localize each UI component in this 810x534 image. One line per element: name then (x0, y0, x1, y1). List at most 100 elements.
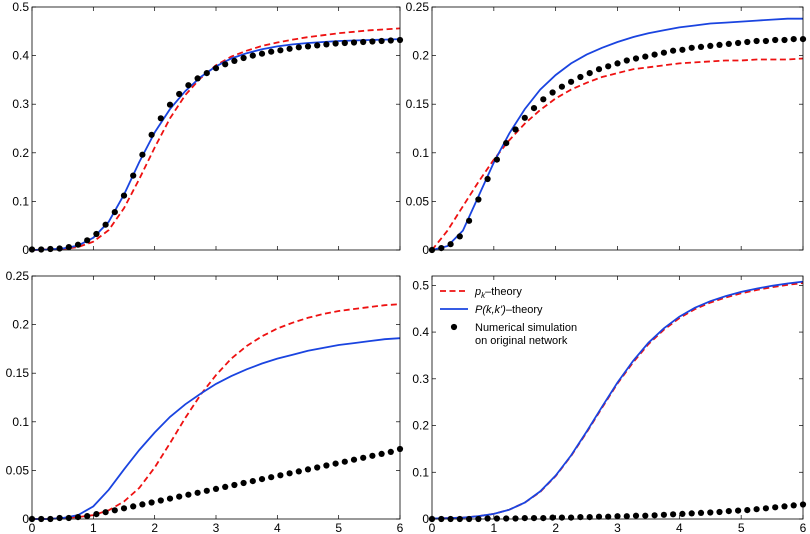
data-point (744, 38, 751, 46)
y-tick-label: 0.05 (6, 463, 30, 477)
data-point (772, 36, 779, 44)
data-point (540, 515, 547, 522)
data-point (120, 192, 128, 199)
y-tick-label: 0.1 (412, 465, 429, 479)
y-tick-label: 0.25 (406, 0, 430, 14)
data-point (512, 515, 519, 522)
data-point (688, 44, 695, 51)
x-tick-label: 6 (397, 521, 404, 534)
data-point (540, 96, 547, 103)
data-point (120, 505, 128, 512)
x-tick-label: 0 (29, 521, 36, 534)
data-point (268, 48, 275, 55)
plot-area (32, 276, 400, 519)
x-tick-label: 5 (335, 521, 342, 534)
data-point (753, 37, 760, 45)
data-point (130, 503, 137, 510)
legend-label: on original network (475, 335, 568, 347)
y-tick-label: 0.4 (12, 49, 29, 63)
x-tick-label: 4 (274, 521, 281, 534)
panel-bottom-right: 0 0.1 0.2 0.3 0.4 0.5 0 1 2 3 4 5 6 pk–theory P(k,k')–… (412, 275, 807, 534)
x-tick-label: 1 (90, 521, 97, 534)
series-line-pkk-theory (432, 280, 803, 520)
data-point (577, 73, 584, 81)
y-tick-label: 0.1 (12, 415, 29, 429)
x-tick-label: 6 (800, 521, 807, 534)
data-point (716, 508, 723, 516)
data-point (642, 53, 649, 60)
data-point (568, 78, 575, 85)
data-point (176, 493, 183, 500)
x-tick-label: 3 (614, 521, 621, 534)
data-point (258, 50, 266, 57)
data-point (139, 151, 146, 158)
y-tick-label: 0 (422, 243, 429, 257)
data-point (157, 115, 164, 122)
data-point (387, 448, 394, 455)
data-point (735, 39, 742, 47)
data-point (558, 83, 566, 90)
data-point (56, 514, 63, 522)
data-point (240, 479, 247, 487)
data-point (249, 52, 256, 59)
data-point (102, 509, 109, 516)
panel-top-left: 0 0.1 0.2 0.3 0.4 0.5 (12, 0, 404, 257)
data-point (314, 42, 321, 49)
data-point (194, 75, 201, 82)
data-point (447, 241, 454, 248)
y-tick-label: 0.2 (12, 146, 29, 160)
plot-area (432, 7, 803, 250)
x-tick-label: 2 (151, 521, 158, 534)
data-point (762, 505, 770, 512)
data-point (605, 513, 612, 520)
x-tick-label: 2 (552, 521, 559, 534)
data-point (74, 241, 82, 248)
data-point (707, 42, 714, 50)
y-tick-label: 0.15 (6, 366, 30, 380)
series-line-pk-theory (432, 57, 803, 251)
data-point (790, 502, 797, 509)
data-point (332, 460, 339, 467)
data-point (258, 476, 266, 483)
y-tick-label: 0.2 (412, 49, 429, 63)
data-point (148, 499, 155, 506)
data-point (632, 512, 640, 519)
data-point (93, 230, 100, 238)
data-point (512, 126, 519, 133)
data-point (323, 462, 330, 469)
data-point (642, 512, 649, 519)
y-tick-label: 0.15 (406, 97, 430, 111)
data-point (623, 57, 630, 64)
data-point (84, 237, 91, 244)
data-point (222, 483, 229, 490)
series-line-pkk-theory (432, 17, 803, 251)
data-point (679, 46, 686, 53)
data-point (231, 481, 238, 489)
y-tick-label: 0.5 (12, 0, 29, 14)
legend-label: pk–theory (474, 286, 522, 300)
data-point (503, 140, 510, 147)
y-tick-label: 0.1 (12, 194, 29, 208)
data-point (781, 503, 788, 510)
data-point (549, 514, 556, 521)
data-point (360, 38, 367, 46)
data-point (595, 513, 603, 520)
plot-area (32, 7, 400, 250)
data-point (148, 131, 155, 138)
data-point (484, 515, 491, 522)
data-point (369, 38, 376, 45)
data-point (295, 468, 302, 475)
data-point (194, 489, 201, 496)
data-point (707, 509, 714, 516)
data-point (360, 454, 367, 461)
data-point (521, 515, 528, 522)
data-point (369, 452, 376, 459)
data-point (332, 40, 339, 47)
data-point (781, 36, 788, 44)
data-point (185, 82, 192, 89)
data-point (568, 514, 575, 521)
y-tick-label: 0 (22, 243, 29, 257)
data-point (341, 39, 348, 47)
data-point (493, 156, 500, 163)
data-point (586, 70, 593, 77)
